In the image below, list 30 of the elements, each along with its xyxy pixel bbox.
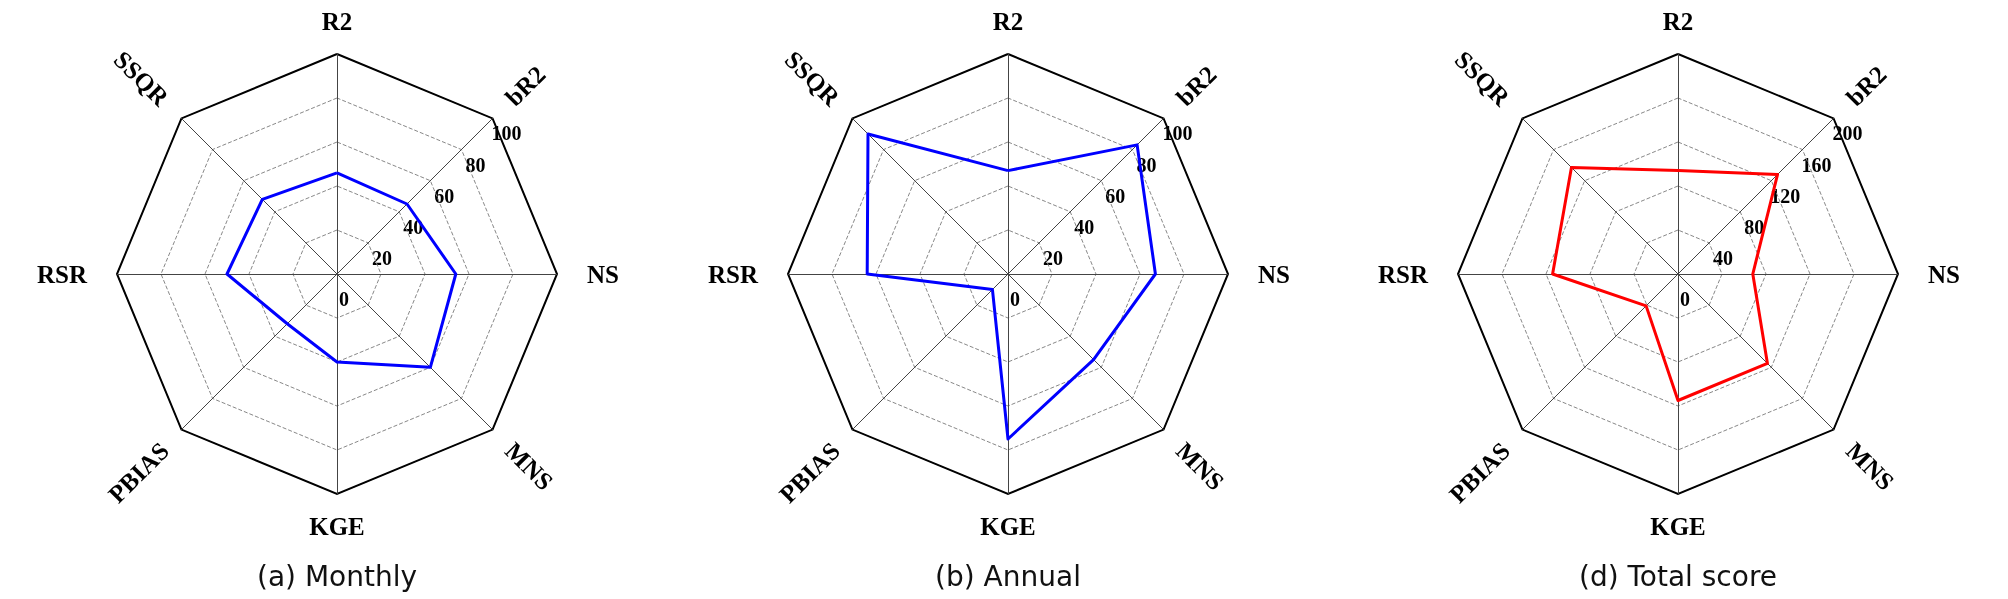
y-tick-label: 0	[1010, 288, 1020, 310]
y-tick-label: 60	[434, 184, 455, 207]
spoke-label: KGE	[980, 513, 1036, 540]
y-tick-label: 20	[1043, 246, 1064, 269]
y-tick-label: 80	[1744, 215, 1765, 238]
spoke-label: KGE	[309, 513, 365, 540]
y-tick-label: 40	[1713, 246, 1734, 269]
spoke-label: bR2	[1170, 60, 1222, 112]
spoke-label: RSR	[1377, 260, 1429, 288]
y-tick-label: 160	[1801, 153, 1832, 176]
spoke-label: NS	[1258, 260, 1290, 288]
spoke-label: NS	[587, 260, 619, 288]
y-tick-label: 60	[1105, 184, 1126, 207]
y-tick-label: 20	[372, 246, 393, 269]
spoke-label: KGE	[1650, 513, 1706, 540]
spoke-label: bR2	[1840, 60, 1892, 112]
spoke-label: bR2	[499, 60, 551, 112]
spoke-label: RSR	[707, 260, 759, 288]
spoke-label: NS	[1928, 260, 1960, 288]
y-tick-label: 80	[465, 153, 486, 176]
spoke-label: R2	[321, 8, 353, 35]
spoke-label: R2	[992, 8, 1024, 35]
text: (a) Monthly	[256, 559, 418, 593]
text: (b) Annual	[935, 559, 1081, 593]
y-tick-label: 0	[1680, 288, 1690, 310]
spoke-label: R2	[1662, 8, 1694, 35]
spoke-label: RSR	[36, 260, 88, 288]
y-tick-label: 0	[339, 288, 349, 310]
y-tick-label: 40	[1074, 215, 1095, 238]
text: (d) Total score	[1578, 559, 1778, 593]
